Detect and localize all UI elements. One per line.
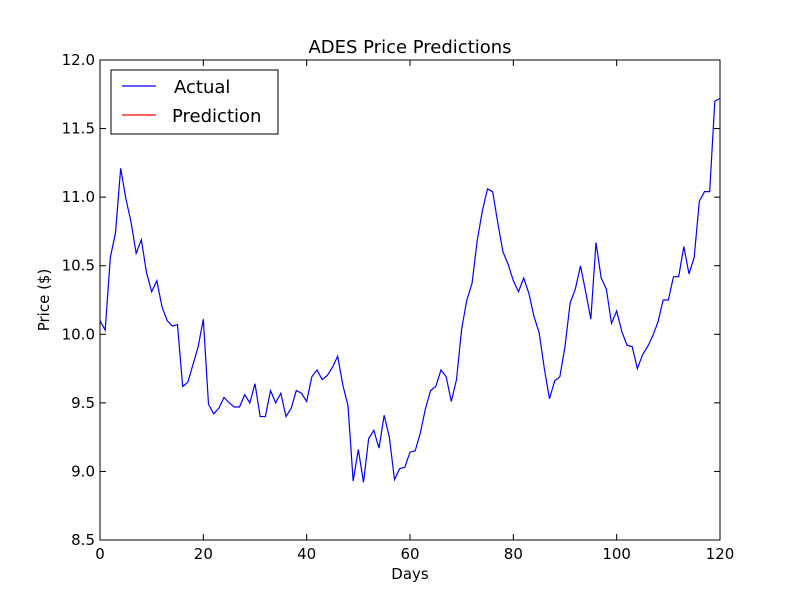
y-tick-label: 10.0: [62, 325, 95, 343]
x-axis-ticks: 0 20 40 60 80 100 120: [95, 60, 734, 563]
y-tick-label: 9.5: [71, 394, 95, 412]
x-tick-label: 20: [194, 545, 213, 563]
y-tick-label: 10.5: [62, 257, 95, 275]
y-axis-label: Price ($): [35, 269, 53, 332]
x-tick-label: 40: [297, 545, 316, 563]
legend: Actual Prediction: [110, 69, 279, 135]
y-tick-label: 11.0: [62, 188, 95, 206]
y-tick-label: 12.0: [62, 51, 95, 69]
x-axis-label: Days: [391, 565, 429, 583]
x-tick-label: 60: [400, 545, 419, 563]
x-tick-label: 0: [95, 545, 105, 563]
legend-label-actual: Actual: [174, 77, 230, 98]
y-axis-ticks: 8.5 9.0 9.5 10.0 10.5 11.0 11.5 12.0: [62, 51, 720, 549]
y-tick-label: 11.5: [62, 120, 95, 138]
x-tick-label: 100: [602, 545, 631, 563]
plot-area: [99, 97, 721, 483]
legend-label-prediction: Prediction: [172, 106, 261, 127]
y-tick-label: 9.0: [71, 462, 95, 480]
chart-title: ADES Price Predictions: [308, 37, 511, 58]
legend-box: [110, 69, 279, 135]
y-tick-label: 8.5: [71, 531, 95, 549]
series-line-actual: [99, 97, 721, 483]
x-tick-label: 120: [706, 545, 735, 563]
x-tick-label: 80: [504, 545, 523, 563]
